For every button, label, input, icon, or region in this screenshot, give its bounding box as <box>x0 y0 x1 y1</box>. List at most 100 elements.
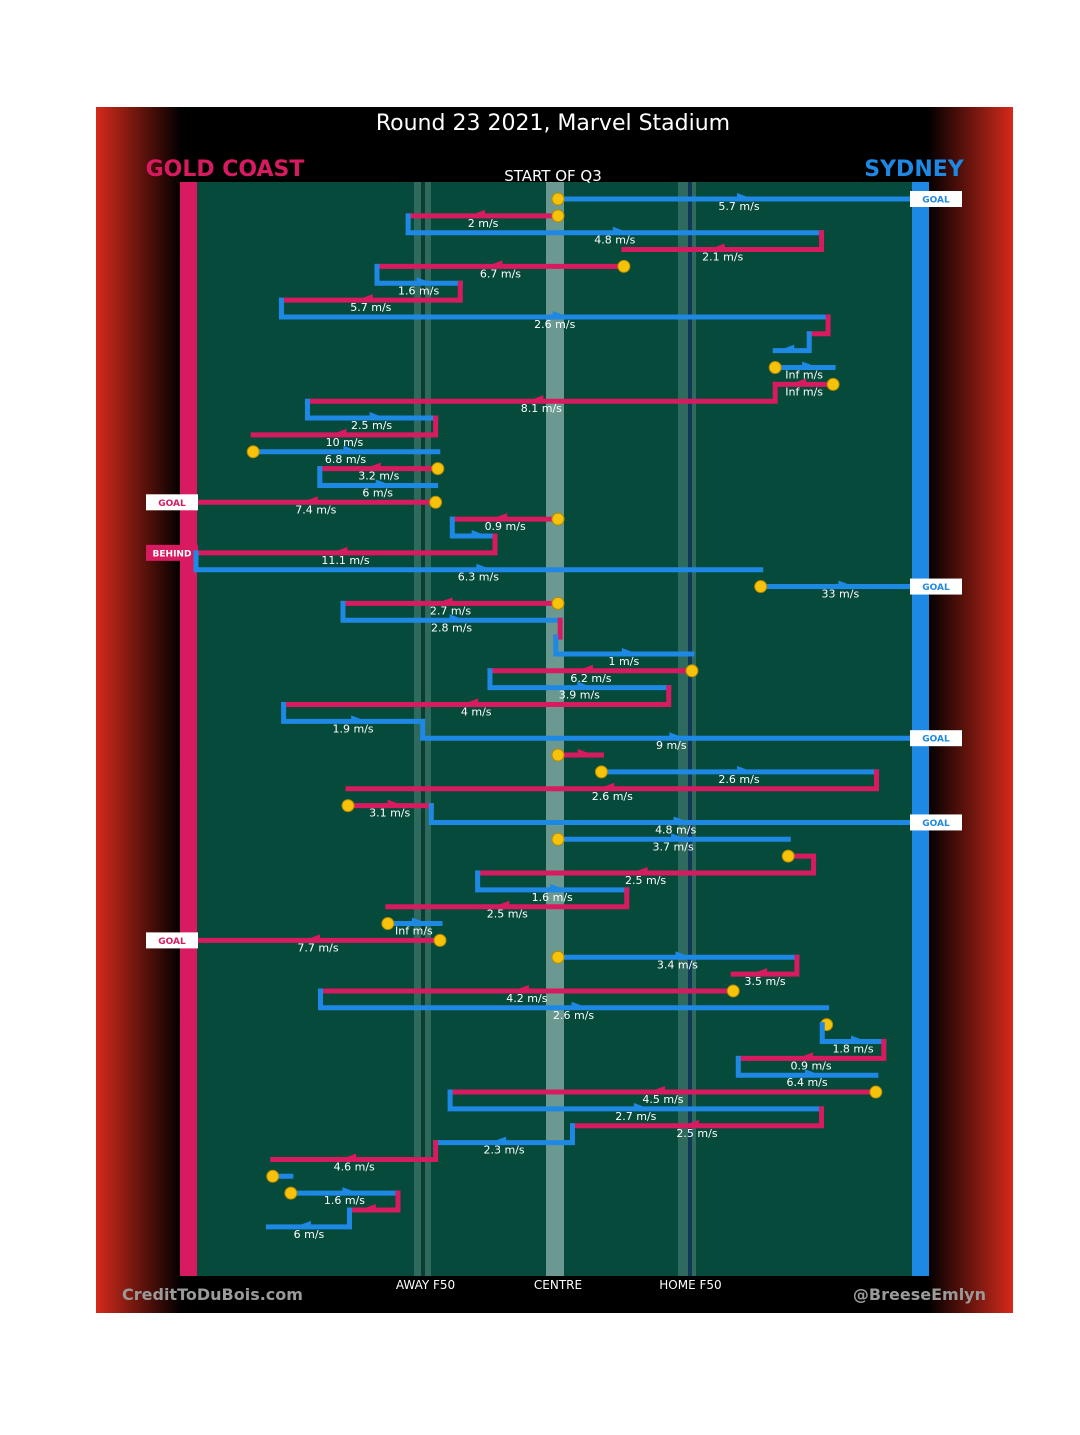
speed-label: 1 m/s <box>609 655 640 668</box>
speed-label: 1.9 m/s <box>333 722 374 735</box>
stoppage-marker <box>431 462 445 476</box>
chain-path <box>735 1039 887 1061</box>
chain-21 <box>449 516 498 539</box>
chain-path <box>420 718 923 741</box>
direction-arrow <box>512 984 529 993</box>
speed-label: Inf m/s <box>785 369 823 382</box>
stoppage-marker <box>551 950 565 964</box>
chain-path <box>193 533 498 556</box>
speed-label: 3.5 m/s <box>744 975 785 988</box>
stoppage-marker <box>551 596 565 610</box>
chain-24: 33 m/s GOAL <box>754 578 962 601</box>
chain-29: 6.2 m/s <box>487 664 699 685</box>
sydney-bar <box>912 182 929 1276</box>
direction-arrow <box>648 1086 665 1095</box>
speed-label: 1.6 m/s <box>324 1194 365 1207</box>
chain-path <box>553 634 695 657</box>
speed-label: 0.9 m/s <box>790 1059 831 1072</box>
speed-label: 2.1 m/s <box>702 251 743 264</box>
chain-28: 1 m/s <box>553 634 695 668</box>
chain-path <box>475 870 630 893</box>
speed-label: 6.2 m/s <box>570 672 611 685</box>
chain-60: 1.6 m/s <box>284 1186 401 1207</box>
x-tick-label: HOME F50 <box>659 1278 721 1292</box>
score-badge <box>146 544 198 561</box>
direction-arrow <box>490 1136 507 1145</box>
stoppage-marker <box>869 1085 883 1099</box>
centre-stripe <box>546 182 564 1276</box>
speed-label: 6.8 m/s <box>325 453 366 466</box>
chain-5: 6.7 m/s <box>374 259 631 280</box>
chain-42: 1.6 m/s <box>475 870 630 904</box>
x-tick-label: AWAY F50 <box>396 1278 455 1292</box>
chain-30: 3.9 m/s <box>487 668 672 702</box>
direction-arrow <box>621 647 638 656</box>
score-label: GOAL <box>922 735 950 745</box>
chain-25: 2.7 m/s <box>340 596 565 617</box>
speed-label: 0.9 m/s <box>485 520 526 533</box>
direction-arrow <box>375 479 392 488</box>
chain-54: 4.5 m/s <box>447 1085 883 1106</box>
chain-23: 6.3 m/s <box>193 550 764 584</box>
speed-label: 3.4 m/s <box>657 958 698 971</box>
chain-14: 2.5 m/s <box>304 398 439 432</box>
chain-56: 2.5 m/s <box>569 1106 825 1140</box>
stoppage-marker <box>781 849 795 863</box>
chain-path <box>806 314 831 337</box>
speed-label: 3.9 m/s <box>559 689 600 702</box>
stoppage-marker <box>429 495 443 509</box>
chain-34 <box>551 748 604 762</box>
speed-label: 7.7 m/s <box>297 941 338 954</box>
chain-path <box>278 297 831 320</box>
chain-47: 3.5 m/s <box>730 954 800 988</box>
chain-46: 3.4 m/s <box>551 950 800 971</box>
speed-label: 2.7 m/s <box>615 1110 656 1123</box>
direction-arrow <box>633 1102 650 1111</box>
chain-61 <box>346 1190 401 1213</box>
stoppage-marker <box>381 917 395 931</box>
speed-label: 4.2 m/s <box>506 992 547 1005</box>
speed-label: 3.1 m/s <box>369 807 410 820</box>
chain-22: 11.1 m/s BEHIND <box>146 533 498 567</box>
stoppage-marker <box>266 1169 280 1183</box>
chain-15: 10 m/s <box>250 415 439 449</box>
chain-1: 5.7 m/s GOAL <box>551 191 962 213</box>
chain-11: Inf m/s <box>768 361 836 382</box>
direction-arrow <box>493 900 510 909</box>
direction-arrow <box>359 1204 376 1212</box>
chain-17: 3.2 m/s <box>317 462 445 483</box>
stoppage-marker <box>617 259 631 273</box>
chain-55: 2.7 m/s <box>447 1089 825 1123</box>
chain-37: 3.1 m/s <box>341 799 434 820</box>
chain-10 <box>772 331 812 354</box>
direction-arrow <box>851 1035 868 1044</box>
speed-label: 1.6 m/s <box>532 891 573 904</box>
speed-label: 1.8 m/s <box>832 1043 873 1056</box>
chain-57: 2.3 m/s <box>433 1123 575 1157</box>
speed-label: 9 m/s <box>656 739 687 752</box>
stoppage-marker <box>594 765 608 779</box>
x-axis-ticks: AWAY F50 CENTRE HOME F50 <box>396 1278 722 1292</box>
score-badge <box>146 494 198 511</box>
score-label: GOAL <box>922 583 950 593</box>
speed-label: 1.6 m/s <box>398 284 439 297</box>
speed-label: 2.6 m/s <box>718 773 759 786</box>
speed-label: 2.7 m/s <box>430 604 471 617</box>
speed-label: 2.6 m/s <box>553 1009 594 1022</box>
stoppage-marker <box>551 209 565 223</box>
chain-path <box>250 415 439 438</box>
direction-arrow <box>351 715 368 724</box>
speed-label: 10 m/s <box>326 436 364 449</box>
chain-path <box>447 1089 825 1112</box>
score-label: BEHIND <box>153 549 192 559</box>
direction-arrow <box>576 664 593 673</box>
home-f50-line <box>688 182 692 1276</box>
score-badge <box>910 191 962 207</box>
chain-19: 7.4 m/s GOAL <box>146 494 443 516</box>
stoppage-marker <box>685 664 699 678</box>
speed-label: 2.5 m/s <box>487 908 528 921</box>
stoppage-marker <box>246 445 260 459</box>
chain-path <box>385 887 630 910</box>
chain-3: 4.8 m/s <box>405 213 825 247</box>
